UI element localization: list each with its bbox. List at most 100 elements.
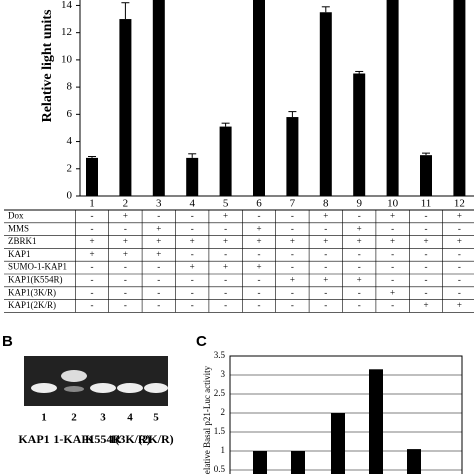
- cell: -: [191, 287, 194, 297]
- bar: [86, 157, 98, 196]
- bar: [331, 413, 345, 474]
- cell: -: [91, 223, 94, 233]
- cell: -: [258, 210, 261, 220]
- bar: [253, 451, 267, 474]
- cell: +: [190, 262, 195, 272]
- bar: [291, 451, 305, 474]
- row-label: KAP1(K554R): [8, 274, 63, 284]
- cell: -: [291, 249, 294, 259]
- x-tick-label: 11: [421, 198, 432, 210]
- cell: -: [191, 274, 194, 284]
- cell: -: [157, 274, 160, 284]
- cell: -: [258, 249, 261, 259]
- cell: -: [391, 223, 394, 233]
- cell: -: [425, 262, 428, 272]
- bar: [407, 449, 421, 474]
- cell: -: [258, 300, 261, 310]
- cell: +: [357, 274, 362, 284]
- cell: -: [91, 300, 94, 310]
- cell: +: [156, 223, 161, 233]
- y-tick-label: 12: [61, 26, 72, 38]
- bar: [453, 0, 466, 196]
- cell: +: [123, 249, 128, 259]
- cell: +: [123, 236, 128, 246]
- row-label: KAP1: [8, 249, 31, 259]
- row-label: Dox: [8, 210, 24, 220]
- y-tick-label: 2.5: [214, 388, 226, 398]
- cell: -: [391, 300, 394, 310]
- row-label: MMS: [8, 223, 29, 233]
- lane-number: 2: [71, 412, 77, 424]
- x-tick-label: 8: [323, 198, 329, 210]
- cell: -: [191, 210, 194, 220]
- cell: -: [458, 223, 461, 233]
- x-tick-label: 1: [89, 198, 95, 210]
- cell: -: [124, 300, 127, 310]
- cell: -: [458, 287, 461, 297]
- band: [64, 386, 84, 392]
- cell: +: [89, 236, 94, 246]
- cell: -: [224, 249, 227, 259]
- y-axis-label: Relative light units: [40, 9, 55, 122]
- y-tick-label: 0.5: [214, 464, 226, 474]
- cell: -: [425, 249, 428, 259]
- bar: [219, 126, 232, 196]
- bar: [286, 117, 299, 196]
- panel-b: B 1 KAP1 2 1-KAP1 3 K554R 4 1(3K/R)5 (2K/R): [2, 333, 174, 446]
- bar: [369, 369, 383, 474]
- cell: +: [223, 236, 228, 246]
- x-tick-label: 4: [189, 198, 195, 210]
- cell: +: [457, 236, 462, 246]
- bar: [186, 157, 199, 196]
- cell: +: [390, 236, 395, 246]
- cell: -: [391, 249, 394, 259]
- cell: -: [391, 262, 394, 272]
- row-label: KAP1(2K/R): [8, 300, 56, 310]
- y-tick-label: 14: [61, 0, 73, 11]
- cell: +: [290, 274, 295, 284]
- lane-number: 4: [127, 412, 133, 424]
- cell: -: [157, 210, 160, 220]
- x-tick-label: 12: [454, 198, 465, 210]
- cell: +: [156, 249, 161, 259]
- y-tick-label: 0: [67, 190, 73, 202]
- cell: -: [458, 274, 461, 284]
- x-tick-label: 9: [356, 198, 362, 210]
- gel: [24, 356, 168, 406]
- y-tick-label: 6: [67, 108, 73, 120]
- bar: [420, 155, 432, 196]
- cell: +: [357, 236, 362, 246]
- y-axis-label: elative Basal p21-Luc activity: [202, 365, 212, 474]
- cell: -: [324, 249, 327, 259]
- y-tick-label: 1: [221, 445, 226, 455]
- cell: -: [291, 287, 294, 297]
- cell: +: [390, 287, 395, 297]
- cell: +: [323, 274, 328, 284]
- cell: +: [290, 236, 295, 246]
- cell: -: [324, 223, 327, 233]
- cell: +: [256, 223, 261, 233]
- cell: -: [157, 300, 160, 310]
- bar: [386, 0, 399, 196]
- bar: [119, 19, 132, 196]
- y-tick-label: 2: [221, 407, 226, 417]
- cell: +: [323, 236, 328, 246]
- cell: -: [358, 249, 361, 259]
- cell: -: [124, 287, 127, 297]
- cell: +: [323, 210, 328, 220]
- panel-label: B: [2, 333, 13, 350]
- x-tick-label: 3: [156, 198, 162, 210]
- cell: +: [223, 210, 228, 220]
- cell: +: [256, 236, 261, 246]
- cell: +: [423, 236, 428, 246]
- x-tick-label: 6: [256, 198, 262, 210]
- row-label: SUMO-1-KAP1: [8, 262, 67, 272]
- cell: -: [224, 300, 227, 310]
- band: [117, 383, 143, 393]
- bar: [253, 0, 265, 196]
- cell: -: [425, 287, 428, 297]
- cell: -: [191, 223, 194, 233]
- x-tick-label: 10: [387, 198, 399, 210]
- cell: -: [91, 287, 94, 297]
- cell: +: [457, 300, 462, 310]
